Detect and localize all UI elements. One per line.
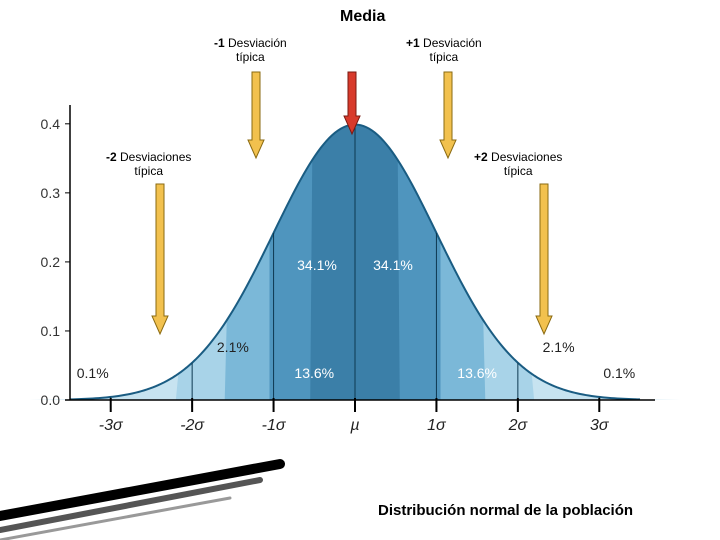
- chart-caption: Distribución normal de la población: [378, 502, 633, 519]
- decor-lines: [0, 0, 720, 540]
